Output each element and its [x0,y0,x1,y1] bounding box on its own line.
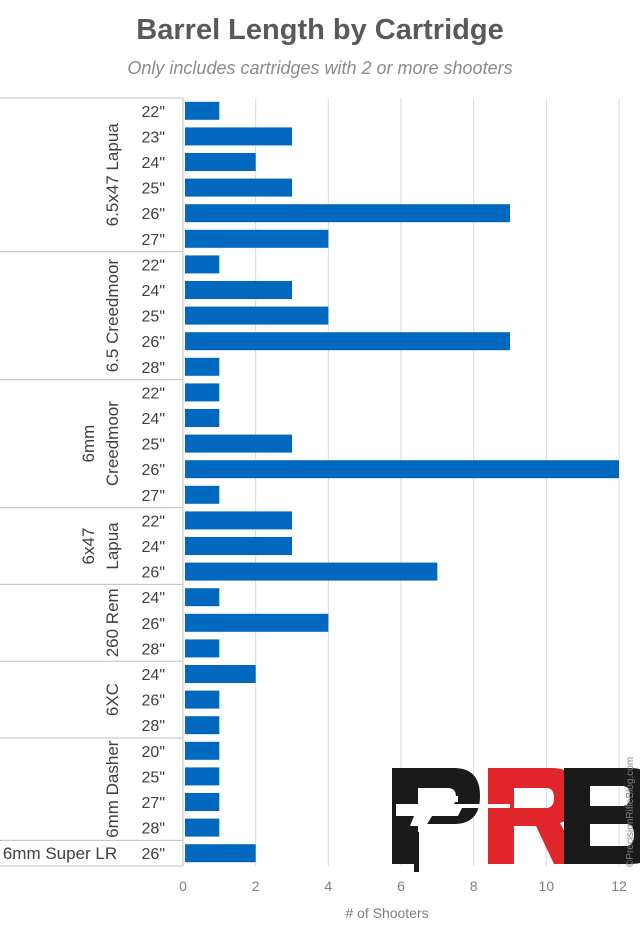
bar [185,127,292,146]
group-label: Lapua [103,522,122,570]
category-label: 25" [142,309,165,326]
bar [185,613,329,632]
x-tick-label: 4 [324,878,332,894]
category-label: 28" [142,821,165,838]
chart-title: Barrel Length by Cartridge [136,14,504,46]
x-tick-label: 10 [539,878,555,894]
bars [185,101,619,863]
bar [185,153,256,171]
gridlines [255,98,620,866]
chart-subtitle: Only includes cartridges with 2 or more … [127,58,513,78]
x-tick-label: 8 [470,878,478,894]
category-label: 24" [142,155,165,172]
prb-logo [392,768,640,872]
category-label: 25" [142,769,165,786]
x-tick-label: 0 [179,878,187,894]
category-label: 27" [142,232,165,249]
group-label: 6mm Dasher [103,740,122,838]
bar [185,844,256,863]
copyright: ©PrecisionRifleBlog.com [625,757,636,867]
x-tick-label: 6 [397,878,405,894]
category-label: 27" [142,795,165,812]
group-label: 6mm [79,425,98,463]
bar [185,562,438,581]
category-label: 23" [142,129,165,146]
category-label: 26" [142,846,165,863]
group-label: 6XC [103,683,122,716]
category-label: 24" [142,590,165,607]
bar [185,690,220,709]
bar [185,204,510,223]
category-label: 24" [142,411,165,428]
x-tick-label: 12 [611,878,627,894]
bar [185,767,220,786]
bar [185,357,220,376]
bar [185,255,220,274]
category-label: 22" [142,513,165,530]
bar [185,281,292,299]
category-label: 24" [142,283,165,300]
bar [185,306,329,325]
bar [185,793,220,811]
category-label: 22" [142,104,165,121]
category-label: 26" [142,616,165,633]
labels: 0 2 4 6 8 10 12 6.5x47 Lapua 22" 23" 24" 25" 26" 27" 6… [3,104,627,894]
category-label: 22" [142,257,165,274]
category-label: 20" [142,744,165,761]
category-label: 26" [142,206,165,223]
category-label: 28" [142,641,165,658]
category-label: 24" [142,539,165,556]
group-label: 260 Rem [103,588,122,657]
category-label: 26" [142,693,165,710]
bar [185,716,220,735]
bar [185,818,220,837]
x-axis-title: # of Shooters [345,905,428,921]
category-label: 28" [142,718,165,735]
category-label: 25" [142,181,165,198]
group-label: 6.5x47 Lapua [103,123,122,227]
bar [185,537,292,555]
group-label: 6x47 [79,528,98,565]
category-label: 22" [142,385,165,402]
bar [185,101,220,120]
category-label: 25" [142,437,165,454]
bar [185,511,292,530]
bar [185,434,292,453]
group-label: 6.5 Creedmoor [103,259,122,373]
category-groups [0,97,184,867]
bar [185,460,619,479]
bar [185,588,220,607]
bar [185,409,220,427]
bar [185,229,329,248]
category-label: 27" [142,488,165,505]
category-label: 28" [142,360,165,377]
group-label: 6mm Super LR [3,844,117,863]
category-label: 26" [142,565,165,582]
bar [185,741,220,760]
category-label: 26" [142,462,165,479]
bar [185,178,292,197]
bar [185,383,220,402]
bar [185,639,220,658]
category-label: 26" [142,334,165,351]
category-label: 24" [142,667,165,684]
group-label: Creedmoor [103,401,122,486]
bar [185,485,220,504]
bar [185,665,256,683]
x-tick-label: 2 [252,878,260,894]
bar [185,332,510,351]
